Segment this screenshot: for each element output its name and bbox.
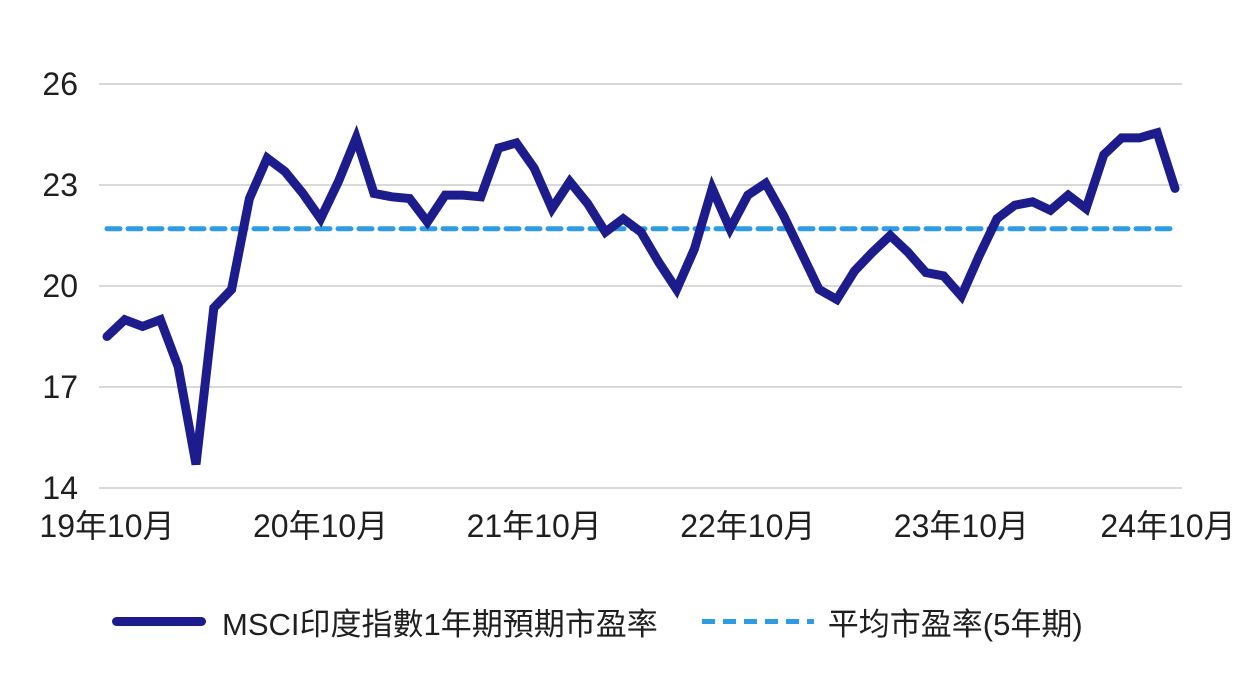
y-axis-label: 20 — [42, 268, 78, 304]
legend-series-label: MSCI印度指數1年期預期市盈率 — [222, 606, 658, 642]
y-axis-label: 14 — [42, 470, 78, 506]
y-axis-label: 23 — [42, 167, 78, 203]
x-axis-label: 22年10月 — [680, 508, 815, 544]
legend: MSCI印度指數1年期預期市盈率 平均市盈率(5年期) — [112, 598, 1083, 644]
average-dashed-swatch-icon — [701, 618, 814, 624]
x-axis-label: 21年10月 — [467, 508, 602, 544]
x-axis-label: 19年10月 — [39, 508, 174, 544]
x-axis-label: 20年10月 — [253, 508, 388, 544]
x-axis-label: 23年10月 — [894, 508, 1029, 544]
x-axis-label: 24年10月 — [1100, 508, 1235, 544]
series-line-swatch-icon — [112, 616, 206, 626]
pe-ratio-series-line — [102, 124, 1180, 466]
legend-item-average: 平均市盈率(5年期) — [701, 599, 1083, 644]
y-axis-label: 26 — [42, 66, 78, 102]
legend-average-label: 平均市盈率(5年期) — [827, 606, 1083, 642]
legend-item-series: MSCI印度指數1年期預期市盈率 — [112, 599, 658, 644]
y-axis-label: 17 — [42, 369, 78, 405]
